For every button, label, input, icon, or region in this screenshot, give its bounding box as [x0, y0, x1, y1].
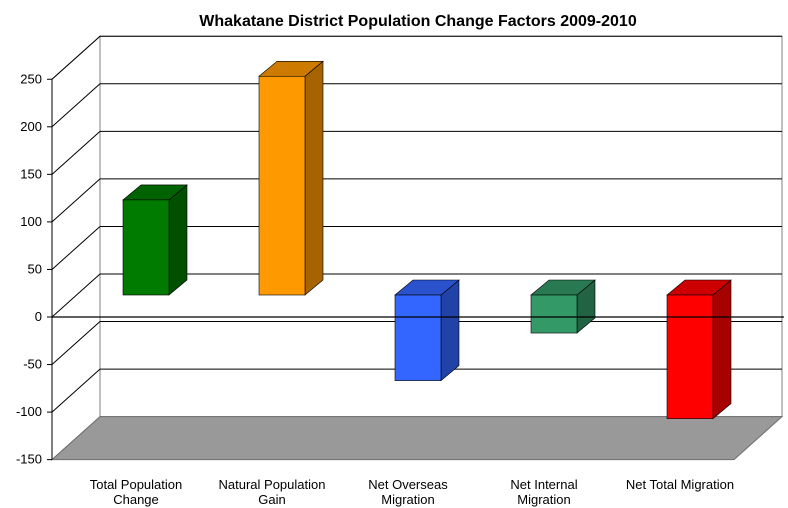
chart-title: Whakatane District Population Change Fac…: [199, 13, 637, 30]
gridline: [51, 273, 782, 318]
y-tick-label: -150: [16, 452, 42, 467]
gridline: [51, 130, 782, 175]
x-tick-label: Net Overseas Migration: [368, 477, 448, 507]
y-tick-label: -50: [23, 357, 42, 372]
y-tick-label: 150: [20, 166, 42, 181]
x-tick-label: Net Total Migration: [626, 477, 734, 492]
bar: [666, 279, 732, 420]
gridlines: [51, 35, 782, 413]
y-tick-label: 50: [28, 261, 42, 276]
x-tick-label: Natural Population Gain: [219, 477, 326, 507]
bar: [122, 184, 188, 296]
chart-floor: [50, 416, 784, 461]
bars: [52, 60, 784, 420]
bar: [394, 279, 460, 382]
x-axis: Total Population Change Natural Population…: [90, 477, 734, 507]
y-tick-label: 100: [20, 214, 42, 229]
x-tick-label: Total Population Change: [90, 477, 183, 507]
y-tick-label: -100: [16, 404, 42, 419]
gridline: [51, 368, 782, 413]
x-tick-label: Net Internal Migration: [510, 477, 577, 507]
y-axis: -150 -100 -50 0 50 100 150 200 250: [16, 71, 53, 467]
gridline: [51, 225, 782, 270]
gridline: [51, 83, 782, 128]
bar: [530, 279, 596, 334]
gridline: [51, 35, 782, 80]
y-tick-label: 250: [20, 71, 42, 86]
gridline: [51, 178, 782, 223]
bar: [258, 60, 324, 296]
y-tick-label: 0: [35, 309, 42, 324]
y-tick-label: 200: [20, 119, 42, 134]
